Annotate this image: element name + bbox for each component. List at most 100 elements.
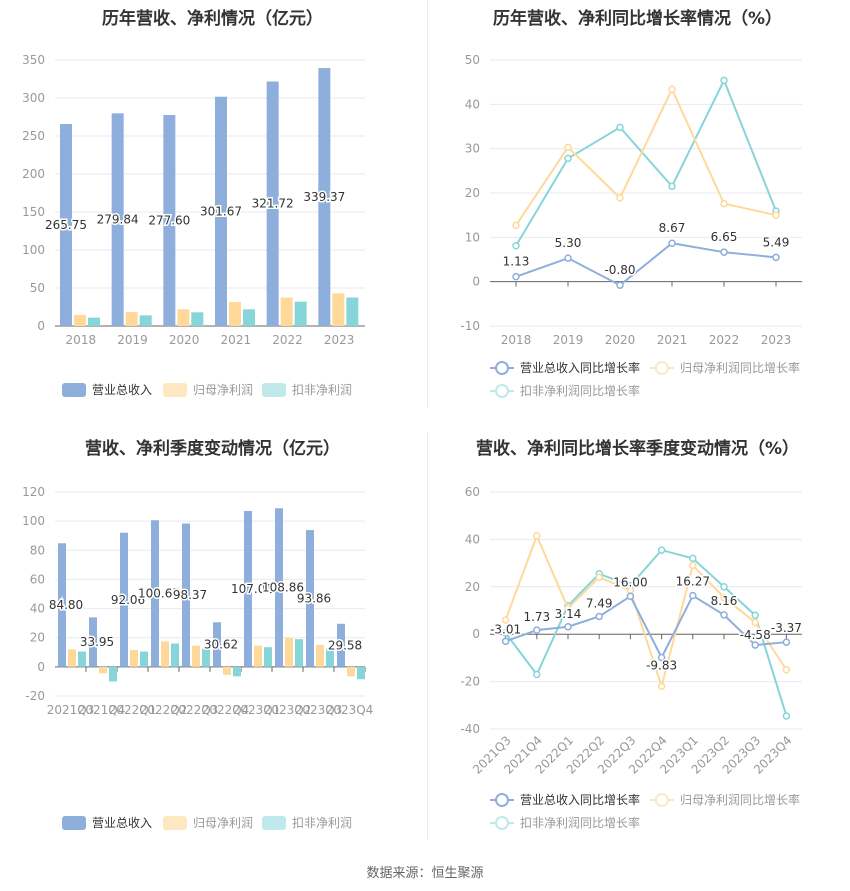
bar[interactable]	[275, 508, 283, 667]
bar[interactable]	[120, 532, 128, 667]
data-point[interactable]	[595, 612, 603, 621]
data-point[interactable]	[595, 573, 603, 582]
bar[interactable]	[347, 666, 355, 677]
data-point[interactable]	[751, 611, 759, 619]
bar[interactable]	[294, 301, 307, 326]
legend-item[interactable]: 营业总收入	[62, 383, 152, 397]
data-point[interactable]	[782, 638, 791, 646]
data-point[interactable]	[533, 532, 541, 540]
bar[interactable]	[306, 530, 314, 667]
bar[interactable]	[74, 314, 86, 326]
bar[interactable]	[161, 641, 169, 667]
data-point[interactable]	[772, 253, 780, 262]
data-point[interactable]	[657, 546, 666, 554]
bar[interactable]	[139, 315, 152, 326]
data-point[interactable]	[501, 616, 510, 624]
bar[interactable]	[215, 96, 227, 326]
data-point[interactable]	[657, 653, 666, 662]
bar[interactable]	[140, 651, 148, 667]
bar[interactable]	[130, 650, 138, 667]
data-point[interactable]	[657, 682, 666, 691]
data-point[interactable]	[689, 554, 697, 563]
bar[interactable]	[266, 81, 279, 326]
data-point[interactable]	[689, 561, 697, 570]
data-point[interactable]	[616, 194, 624, 202]
bar[interactable]	[99, 666, 107, 674]
data-point[interactable]	[564, 143, 572, 152]
data-point[interactable]	[512, 272, 520, 281]
bar[interactable]	[244, 510, 252, 667]
bar[interactable]	[229, 302, 241, 326]
data-point[interactable]	[689, 591, 697, 600]
data-point[interactable]	[720, 611, 728, 619]
legend-item[interactable]: 归母净利润同比增长率	[650, 360, 800, 375]
legend-item[interactable]: 归母净利润	[163, 383, 253, 397]
data-point[interactable]	[616, 281, 624, 289]
bar[interactable]	[337, 623, 345, 667]
bar[interactable]	[318, 68, 331, 326]
data-point[interactable]	[564, 604, 572, 612]
bar[interactable]	[68, 649, 76, 667]
data-point[interactable]	[720, 593, 728, 602]
bar[interactable]	[163, 115, 176, 326]
data-point[interactable]	[501, 637, 510, 646]
data-point[interactable]	[501, 629, 510, 637]
bar[interactable]	[78, 651, 86, 667]
data-point[interactable]	[512, 242, 520, 250]
bar[interactable]	[88, 317, 100, 326]
bar[interactable]	[254, 645, 262, 667]
bar[interactable]	[213, 622, 221, 667]
data-point[interactable]	[720, 248, 728, 256]
bar[interactable]	[151, 520, 159, 667]
bar[interactable]	[264, 647, 272, 667]
bar[interactable]	[60, 124, 72, 326]
data-point[interactable]	[751, 641, 759, 649]
bar[interactable]	[223, 666, 231, 675]
data-point[interactable]	[626, 592, 635, 601]
bar[interactable]	[285, 637, 293, 667]
bar[interactable]	[58, 543, 66, 667]
bar[interactable]	[332, 293, 345, 326]
data-point[interactable]	[533, 626, 541, 634]
data-point[interactable]	[782, 712, 791, 720]
data-point[interactable]	[772, 211, 780, 219]
bar[interactable]	[280, 297, 293, 327]
bar[interactable]	[295, 639, 303, 667]
bar[interactable]	[111, 113, 124, 327]
bar[interactable]	[182, 523, 190, 667]
legend-item[interactable]: 营业总收入同比增长率	[490, 360, 640, 375]
data-point[interactable]	[668, 239, 676, 247]
data-point[interactable]	[782, 666, 791, 674]
data-point[interactable]	[720, 583, 728, 591]
bar[interactable]	[109, 666, 117, 682]
data-point[interactable]	[668, 182, 676, 191]
bar[interactable]	[357, 666, 365, 680]
data-point[interactable]	[564, 623, 572, 631]
legend-item[interactable]: 归母净利润	[163, 816, 253, 830]
data-point[interactable]	[512, 221, 520, 230]
bar[interactable]	[243, 309, 255, 326]
data-point[interactable]	[564, 154, 572, 163]
data-point[interactable]	[668, 85, 676, 94]
data-point[interactable]	[564, 254, 572, 262]
bar[interactable]	[233, 666, 241, 677]
legend-item[interactable]: 扣非净利润同比增长率	[490, 815, 640, 830]
data-point[interactable]	[616, 123, 624, 132]
data-point[interactable]	[751, 618, 759, 627]
legend-item[interactable]: 营业总收入	[62, 816, 152, 830]
legend-item[interactable]: 扣非净利润同比增长率	[490, 383, 640, 398]
data-point[interactable]	[720, 199, 728, 208]
bar[interactable]	[177, 309, 190, 326]
bar[interactable]	[192, 645, 200, 667]
bar[interactable]	[316, 645, 324, 667]
data-point[interactable]	[533, 670, 541, 679]
bar[interactable]	[89, 617, 97, 667]
bar[interactable]	[202, 648, 210, 667]
legend-item[interactable]: 归母净利润同比增长率	[650, 792, 800, 807]
legend-item[interactable]: 营业总收入同比增长率	[490, 792, 640, 807]
bar[interactable]	[125, 311, 138, 326]
bar[interactable]	[171, 643, 179, 667]
bar[interactable]	[346, 297, 359, 327]
legend-item[interactable]: 扣非净利润	[262, 383, 352, 397]
data-point[interactable]	[720, 76, 728, 85]
